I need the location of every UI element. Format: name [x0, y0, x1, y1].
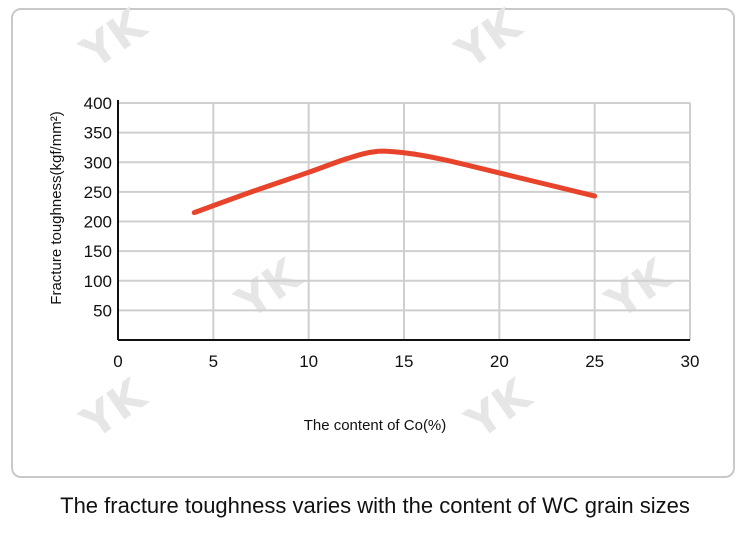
watermark-layer: YK YK YK YK YK YK [71, 0, 682, 450]
x-tick-label: 5 [209, 352, 218, 371]
watermark-logo: YK [226, 248, 312, 329]
x-tick-label: 0 [113, 352, 122, 371]
grid [118, 102, 691, 340]
watermark-logo: YK [71, 0, 157, 80]
series-line [191, 148, 598, 216]
watermark-logo: YK [71, 368, 157, 449]
y-tick-labels: 50 100 150 200 250 300 350 400 [84, 94, 112, 320]
x-tick-label: 25 [585, 352, 604, 371]
watermark-logo: YK [446, 0, 532, 80]
watermark-logo: YK [456, 368, 542, 449]
axes [117, 100, 690, 341]
x-tick-label: 30 [681, 352, 700, 371]
x-tick-labels: 0 5 10 15 20 25 30 [113, 352, 699, 371]
chart-panel [11, 8, 735, 478]
y-tick-label: 350 [84, 124, 112, 143]
y-tick-label: 400 [84, 94, 112, 113]
y-tick-label: 200 [84, 213, 112, 232]
x-axis-label: The content of Co(%) [304, 417, 447, 434]
x-tick-label: 10 [299, 352, 318, 371]
y-tick-label: 300 [84, 153, 112, 172]
y-tick-label: 250 [84, 183, 112, 202]
chart-caption: The fracture toughness varies with the c… [60, 493, 690, 518]
series-layer [191, 148, 598, 216]
y-axis-label: Fracture toughness(kgf/mm²) [48, 111, 65, 304]
y-tick-label: 150 [84, 242, 112, 261]
x-tick-label: 15 [395, 352, 414, 371]
watermark-logo: YK [596, 248, 682, 329]
y-tick-label: 100 [84, 272, 112, 291]
y-tick-label: 50 [93, 301, 112, 320]
x-tick-label: 20 [490, 352, 509, 371]
